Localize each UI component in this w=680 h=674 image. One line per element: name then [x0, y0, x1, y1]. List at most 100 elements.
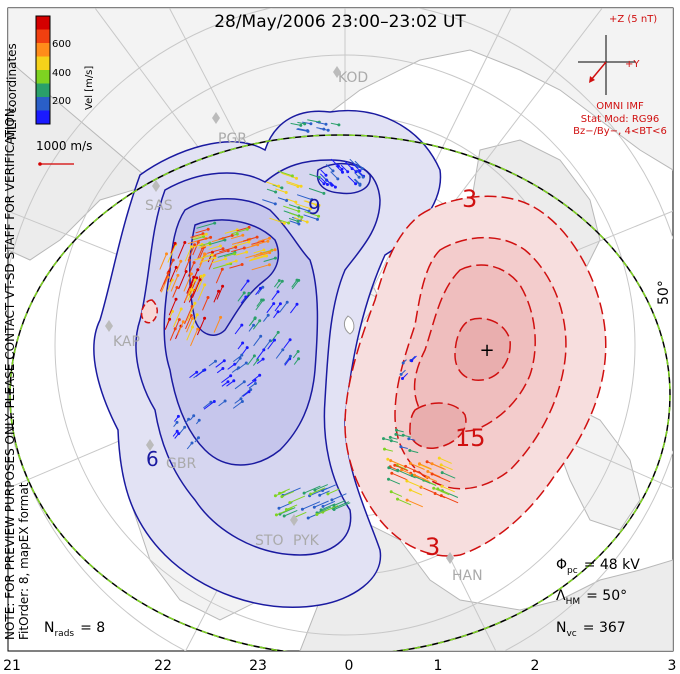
velocity-vector — [410, 462, 425, 470]
velocity-vector — [279, 488, 290, 494]
velocity-vector — [184, 246, 192, 262]
vector-origin — [276, 330, 280, 334]
velocity-vector — [289, 495, 306, 504]
velocity-vector — [184, 259, 190, 271]
contour-label-pos3: 3 — [425, 533, 440, 561]
velocity-vector — [215, 269, 223, 284]
vector-origin — [181, 320, 185, 324]
velocity-vector — [242, 236, 258, 242]
station-markers — [105, 66, 454, 564]
vector-origin — [206, 227, 210, 231]
vector-origin — [387, 466, 391, 470]
vector-origin — [285, 199, 289, 202]
vector-origin — [390, 471, 394, 475]
velocity-vector — [183, 273, 192, 292]
vector-origin — [287, 221, 291, 225]
vector-origin — [296, 350, 300, 353]
velocity-vector — [255, 299, 264, 311]
velocity-vector — [253, 336, 262, 347]
colorbar-segment — [36, 70, 50, 84]
vector-origin — [176, 414, 180, 418]
vector-origin — [430, 472, 434, 476]
vector-origin — [255, 235, 259, 239]
vector-origin — [426, 470, 430, 473]
vector-origin — [300, 507, 304, 511]
velocity-vector — [231, 228, 248, 235]
velocity-vector — [354, 160, 363, 169]
velocity-vector — [159, 273, 169, 292]
vector-origin — [413, 473, 416, 477]
velocity-vector — [192, 236, 204, 241]
velocity-vector — [230, 234, 243, 240]
velocity-vector — [286, 198, 296, 203]
vector-origin — [261, 357, 265, 361]
vector-origin — [183, 425, 187, 429]
velocity-vector — [275, 491, 286, 497]
vector-origin — [437, 456, 441, 460]
vector-origin — [358, 182, 362, 186]
vector-origin — [282, 221, 286, 225]
station-kap: KAP — [113, 334, 140, 350]
colorbar-tick-600: 600 — [52, 39, 71, 50]
vector-origin — [184, 270, 188, 273]
velocity-vector — [187, 262, 195, 277]
velocity-vector — [340, 164, 349, 173]
vector-origin — [245, 227, 249, 231]
vector-origin — [318, 493, 322, 497]
vector-origin — [273, 256, 277, 260]
vector-origin — [326, 183, 329, 186]
vector-origin — [307, 209, 311, 213]
vector-origin — [326, 492, 330, 496]
velocity-vector — [224, 229, 238, 234]
vector-origin — [193, 243, 197, 247]
velocity-vector — [349, 158, 358, 168]
velocity-vector — [245, 253, 262, 259]
velocity-vector — [253, 249, 265, 254]
mlt-tick-23: 23 — [249, 658, 267, 674]
vector-origin — [267, 263, 271, 267]
velocity-vector — [209, 239, 226, 245]
vector-origin — [179, 259, 183, 263]
vector-origin — [324, 122, 328, 126]
velocity-vector — [283, 339, 291, 349]
vector-origin — [191, 325, 194, 329]
vector-origin — [189, 314, 193, 317]
colorbar-segment — [36, 97, 50, 111]
preview-note: NOTE: FOR PREVIEW PURPOSES ONLY. PLEASE … — [3, 104, 17, 640]
vector-origin — [439, 463, 443, 467]
vector-origin — [300, 215, 304, 219]
velocity-vector — [190, 328, 199, 347]
positive-small-contour — [140, 299, 158, 324]
vector-origin — [190, 288, 194, 292]
colorbar-segment — [36, 29, 50, 44]
velocity-vector — [262, 340, 271, 351]
mlt-tick-2: 2 — [531, 658, 540, 674]
velocity-vectors — [159, 119, 459, 520]
velocity-vector — [352, 163, 361, 172]
velocity-vector — [247, 355, 255, 366]
vector-origin — [265, 254, 268, 258]
vector-origin — [175, 429, 179, 433]
velocity-vector — [197, 247, 203, 259]
vector-origin — [183, 241, 187, 244]
vector-origin — [418, 462, 421, 466]
vector-origin — [235, 232, 239, 236]
phi-subscript: pc — [567, 566, 578, 576]
vector-origin — [189, 245, 193, 249]
vector-origin — [394, 432, 398, 436]
vector-origin — [405, 498, 409, 502]
velocity-vector — [184, 306, 193, 325]
vector-origin — [187, 258, 191, 262]
colorbar-segment — [36, 110, 50, 125]
velocity-vector — [178, 271, 187, 290]
velocity-vector — [217, 252, 236, 258]
velocity-vector — [322, 484, 336, 491]
vector-origin — [212, 400, 216, 403]
velocity-vector — [286, 182, 299, 187]
velocity-vector — [288, 204, 299, 209]
velocity-vector — [330, 171, 339, 180]
velocity-vector — [405, 465, 420, 473]
velocity-vector — [406, 499, 423, 508]
vector-origin — [174, 265, 178, 269]
vector-origin — [430, 462, 434, 466]
